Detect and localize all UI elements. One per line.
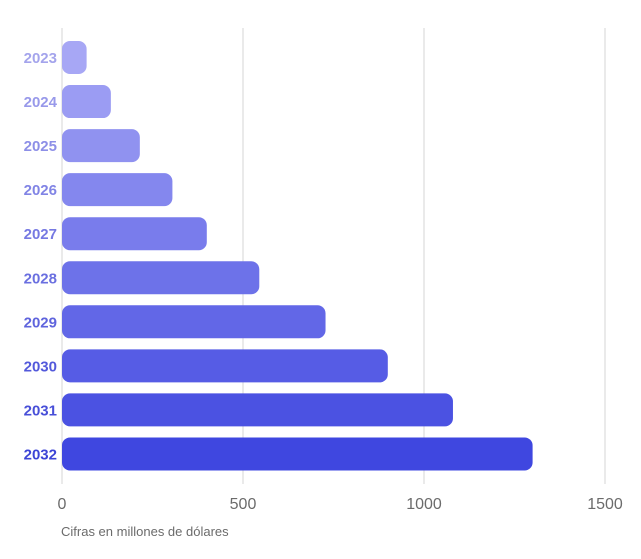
category-label: 2032 xyxy=(24,446,57,463)
units-note: Cifras en millones de dólares xyxy=(61,524,229,539)
bar-2025 xyxy=(62,129,140,163)
category-label: 2031 xyxy=(24,402,57,419)
category-label: 2027 xyxy=(24,226,57,243)
bar-2023 xyxy=(62,41,87,74)
category-label: 2023 xyxy=(24,50,57,67)
x-tick-label: 1000 xyxy=(406,496,442,513)
bars xyxy=(62,41,533,471)
bar-2026 xyxy=(62,173,173,207)
category-label: 2024 xyxy=(24,94,58,111)
bar-2028 xyxy=(62,261,260,295)
x-tick-labels: 0 500 1000 1500 xyxy=(58,496,623,513)
bar-2030 xyxy=(62,349,388,383)
bar-2029 xyxy=(62,305,326,339)
bar-2031 xyxy=(62,393,453,427)
category-label: 2028 xyxy=(24,270,57,287)
category-label: 2025 xyxy=(24,138,57,155)
bar-2024 xyxy=(62,85,111,119)
x-tick-label: 0 xyxy=(58,496,67,513)
category-label: 2030 xyxy=(24,358,57,375)
category-label: 2026 xyxy=(24,182,57,199)
category-labels: 2023 2024 2025 2026 2027 2028 2029 2030 2031 2032 xyxy=(24,50,58,463)
bar-2032 xyxy=(62,437,533,471)
category-label: 2029 xyxy=(24,314,57,331)
x-tick-label: 500 xyxy=(230,496,257,513)
x-tick-label: 1500 xyxy=(587,496,623,513)
bar-2027 xyxy=(62,217,207,251)
